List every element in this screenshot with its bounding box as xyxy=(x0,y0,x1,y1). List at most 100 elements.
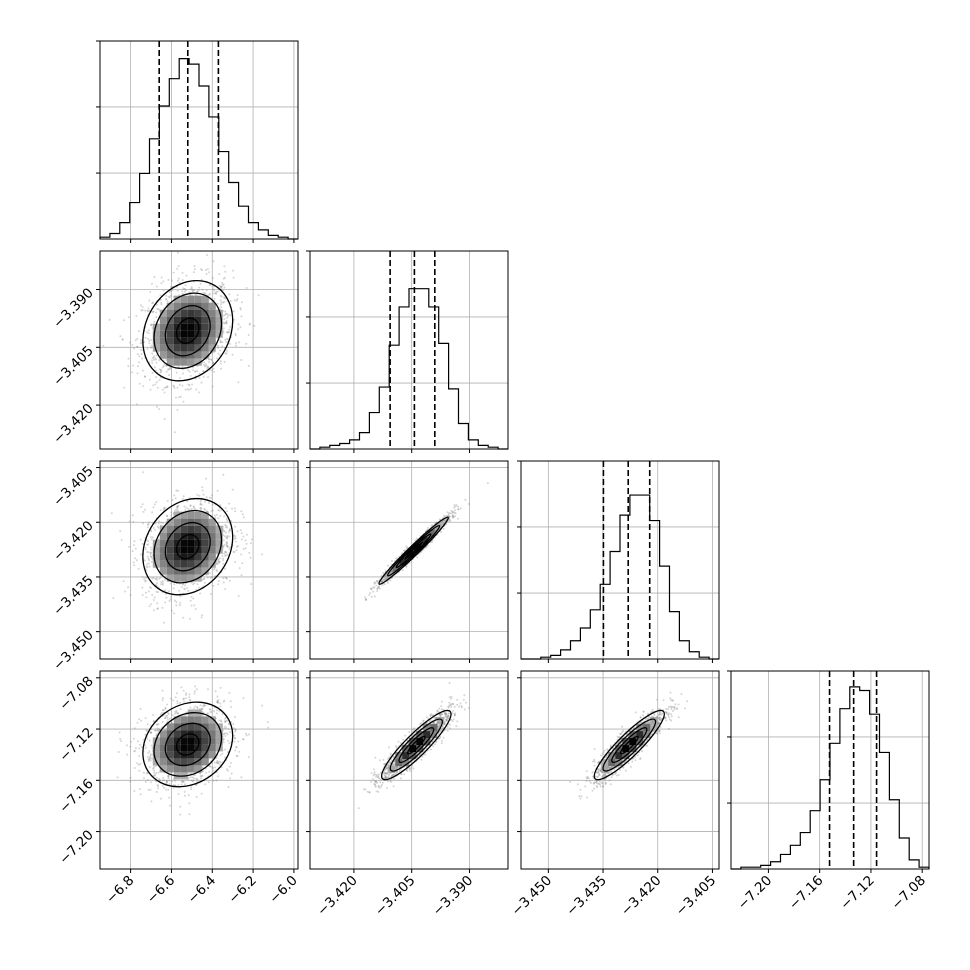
scatter-point xyxy=(225,340,228,343)
scatter-point xyxy=(190,786,193,789)
scatter-point xyxy=(141,542,144,545)
scatter-point xyxy=(160,301,163,304)
scatter-point xyxy=(220,306,223,309)
scatter-point xyxy=(155,303,158,306)
scatter-point xyxy=(172,271,175,274)
scatter-point xyxy=(386,564,389,567)
scatter-point xyxy=(169,582,172,585)
scatter-point xyxy=(218,509,221,512)
scatter-point xyxy=(231,507,234,510)
scatter-point xyxy=(140,553,143,556)
scatter-point xyxy=(148,586,151,589)
density-block xyxy=(201,330,209,338)
scatter-point xyxy=(141,594,144,596)
scatter-point xyxy=(224,270,227,273)
scatter-point xyxy=(151,371,154,374)
scatter-point xyxy=(364,596,367,599)
scatter-point xyxy=(147,307,150,310)
scatter-point xyxy=(160,369,163,372)
scatter-point xyxy=(168,600,171,602)
scatter-point xyxy=(207,781,210,784)
scatter-point xyxy=(209,292,211,295)
scatter-point xyxy=(155,578,158,581)
scatter-point xyxy=(181,290,184,293)
x-tick-label: −7.16 xyxy=(786,873,827,914)
density-block xyxy=(173,295,181,303)
scatter-point xyxy=(185,274,188,277)
scatter-point xyxy=(184,697,187,700)
y-tick-label: −3.450 xyxy=(50,627,97,674)
scatter-point xyxy=(222,539,225,542)
scatter-point xyxy=(146,555,149,558)
scatter-point xyxy=(181,271,184,274)
scatter-point xyxy=(169,595,172,598)
scatter-point xyxy=(158,368,161,371)
x-tick-label: −7.08 xyxy=(888,873,929,914)
scatter-point xyxy=(179,601,182,604)
scatter-point xyxy=(375,584,378,587)
scatter-point xyxy=(176,409,179,412)
scatter-point xyxy=(224,352,227,355)
scatter-point xyxy=(225,536,228,539)
scatter-point xyxy=(159,509,162,512)
scatter-point xyxy=(138,747,141,750)
density-block xyxy=(159,323,167,331)
scatter-point xyxy=(177,784,180,787)
scatter-point xyxy=(136,345,139,348)
scatter-point xyxy=(225,322,228,325)
scatter-point xyxy=(163,386,166,389)
scatter-point xyxy=(153,366,156,369)
scatter-point xyxy=(239,326,242,329)
scatter-point xyxy=(194,608,197,611)
density-block xyxy=(215,532,223,540)
scatter-point xyxy=(141,357,144,360)
scatter-point xyxy=(149,388,152,391)
scatter-point xyxy=(210,359,213,362)
contour-line xyxy=(164,305,211,357)
y-tick-label: −3.420 xyxy=(50,518,97,565)
scatter-point xyxy=(242,697,245,699)
scatter-point xyxy=(229,325,232,328)
scatter-point xyxy=(204,292,207,295)
contour-line xyxy=(175,534,200,560)
scatter-point xyxy=(149,753,152,756)
scatter-point xyxy=(198,372,201,375)
scatter-point xyxy=(171,499,174,501)
scatter-point xyxy=(182,400,185,403)
scatter-point xyxy=(453,506,456,509)
scatter-point xyxy=(162,522,165,525)
density-block xyxy=(208,344,216,352)
scatter-point xyxy=(239,307,242,309)
density-block xyxy=(208,518,216,526)
scatter-point xyxy=(232,310,235,313)
density-block xyxy=(215,330,223,338)
scatter-point xyxy=(216,570,219,573)
scatter-point xyxy=(374,581,377,584)
scatter-point xyxy=(157,520,160,523)
scatter-point xyxy=(141,305,144,308)
density-block xyxy=(187,532,195,540)
density-block xyxy=(166,539,174,547)
scatter-point xyxy=(228,546,231,549)
scatter-point xyxy=(142,522,144,525)
scatter-point xyxy=(182,287,185,290)
density-block xyxy=(194,511,202,519)
density-block xyxy=(194,309,202,317)
scatter-point xyxy=(148,521,151,524)
density-block xyxy=(187,309,195,317)
scatter-point xyxy=(224,735,227,737)
scatter-point xyxy=(197,289,200,292)
density-block xyxy=(166,567,174,575)
scatter-point xyxy=(154,383,157,386)
scatter-point xyxy=(228,579,231,582)
density-block xyxy=(166,553,174,561)
scatter-point xyxy=(148,299,151,302)
scatter-point xyxy=(150,757,153,760)
scatter-point xyxy=(457,517,459,520)
scatter-point xyxy=(192,289,194,292)
scatter-point xyxy=(201,288,204,291)
scatter-point xyxy=(202,578,205,581)
scatter-point xyxy=(234,716,236,718)
scatter-point xyxy=(212,288,215,291)
scatter-point xyxy=(169,367,172,370)
